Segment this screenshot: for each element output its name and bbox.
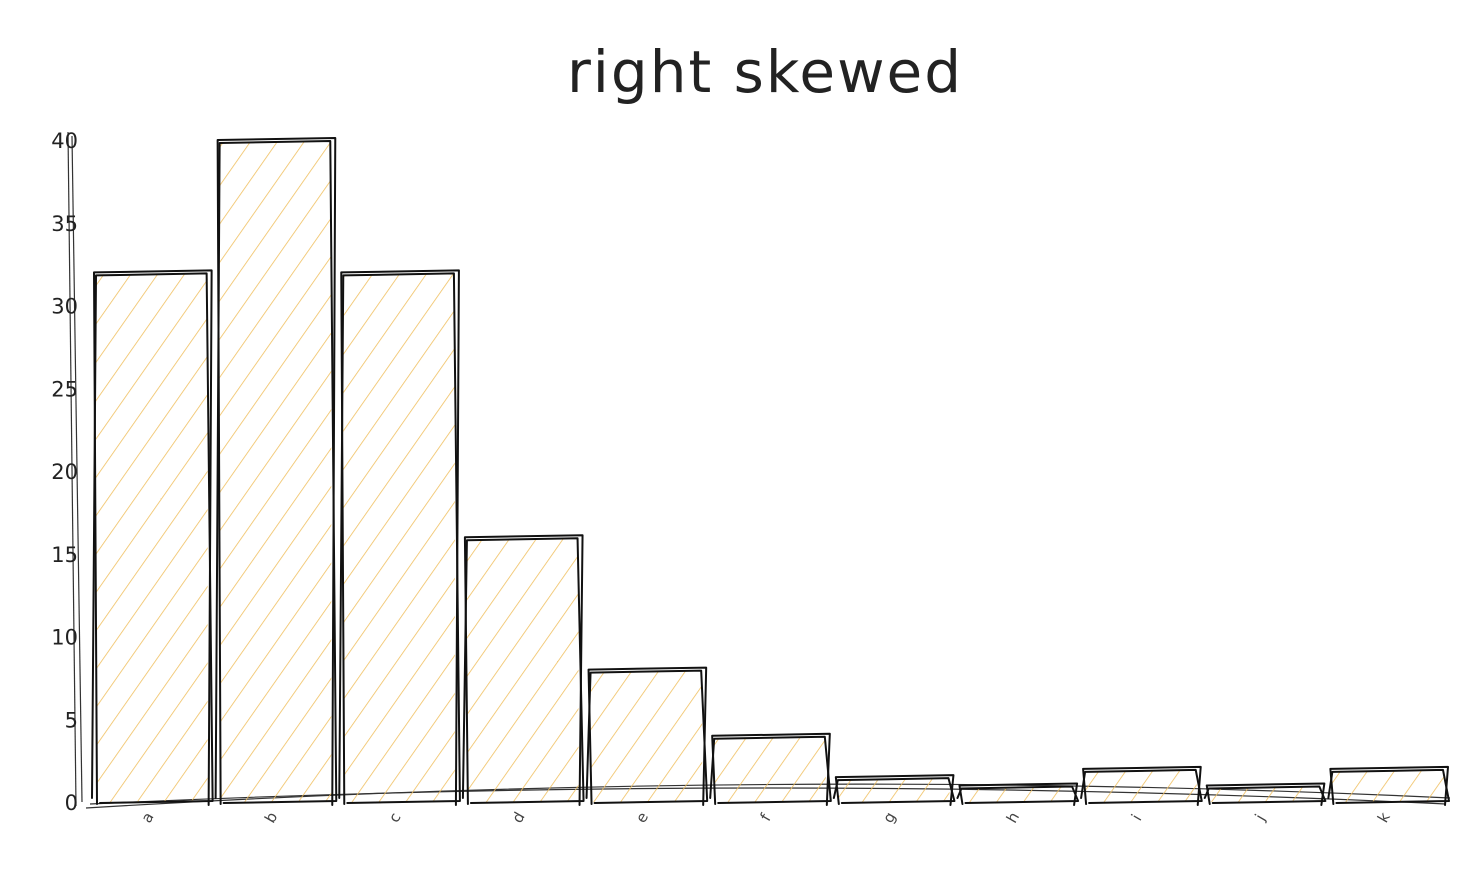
bar-c (338, 269, 461, 806)
x-tick-label: i (1128, 811, 1146, 824)
bar-g (832, 774, 956, 806)
bar-e (585, 666, 709, 806)
x-tick-label: j (1251, 811, 1269, 824)
bar-h (956, 782, 1080, 806)
chart-title: right skewed (567, 38, 963, 106)
x-tick-label: k (1374, 809, 1394, 826)
bar-outline-stroke2 (214, 140, 338, 804)
y-tick-label: 40 (51, 129, 78, 153)
bars (91, 137, 1450, 806)
x-tick-label: a (137, 809, 157, 826)
x-tick-label: g (879, 809, 899, 826)
x-tick-label: c (385, 809, 405, 825)
x-tick-label: h (1003, 809, 1023, 826)
bar-fill (837, 779, 950, 802)
y-tick-label: 5 (65, 708, 78, 732)
bar-outline-stroke2 (461, 537, 585, 804)
bar-fill (590, 671, 703, 802)
y-tick-label: 0 (65, 791, 78, 815)
y-axis-ticks: 0 5 10 15 20 25 30 35 40 (51, 129, 78, 815)
bar-outline-stroke2 (1203, 785, 1327, 804)
bar-outline-stroke2 (956, 785, 1080, 804)
bar-fill (1085, 770, 1197, 802)
bar-d (461, 534, 585, 806)
bar-outline-stroke2 (832, 777, 956, 804)
bar-fill (1208, 787, 1321, 802)
bar-i (1080, 765, 1203, 806)
y-tick-label: 10 (51, 626, 78, 650)
bar-fill (343, 274, 455, 802)
bar-outline-stroke2 (338, 272, 461, 804)
bar-fill (714, 737, 826, 802)
bar-f (709, 732, 832, 806)
y-axis-line-stroke2 (71, 135, 83, 803)
x-tick-label: f (757, 810, 776, 824)
bar-fill (961, 787, 1074, 802)
x-axis-ticks: a b c d e f g h i j k (137, 809, 1394, 826)
x-tick-label: e (632, 809, 652, 826)
y-tick-label: 25 (51, 377, 78, 401)
x-tick-label: d (508, 809, 528, 826)
y-tick-label: 35 (51, 212, 78, 236)
bar-outline-stroke2 (1080, 768, 1203, 804)
bar-outline-stroke2 (585, 669, 709, 804)
bar-outline-stroke2 (1327, 768, 1450, 804)
y-tick-label: 20 (51, 460, 78, 484)
bar-fill (219, 142, 332, 802)
bar-outline-stroke2 (91, 272, 214, 804)
bar-fill (1332, 770, 1444, 802)
x-tick-label: b (261, 809, 281, 826)
y-tick-label: 30 (51, 295, 78, 319)
bar-outline-stroke2 (709, 735, 832, 804)
bar-k (1327, 765, 1450, 806)
y-tick-label: 15 (51, 543, 78, 567)
bar-a (91, 269, 214, 806)
y-axis-line (67, 131, 77, 807)
bar-j (1203, 782, 1327, 806)
bar-b (214, 137, 338, 806)
bar-fill (96, 274, 208, 802)
bar-fill (466, 539, 579, 802)
